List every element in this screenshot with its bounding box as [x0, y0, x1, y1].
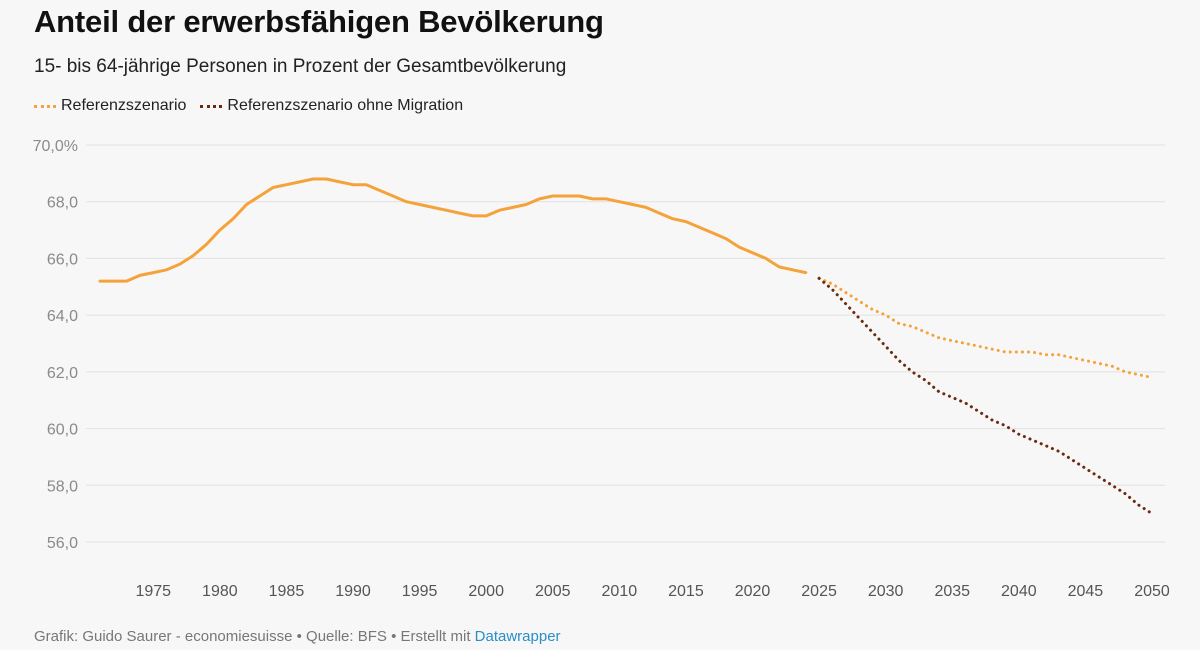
y-tick-label: 58,0: [47, 478, 78, 495]
legend-swatch-referenz: [34, 104, 56, 108]
x-tick-label: 1995: [402, 583, 438, 600]
x-axis: 1975 1980 1985 1990 1995 2000 2005 2010 2015 2020…: [135, 583, 1169, 600]
footer-credits: Grafik: Guido Saurer - economiesuisse • …: [34, 628, 475, 645]
y-tick-label: 64,0: [47, 308, 78, 325]
chart-title: Anteil der erwerbsfähigen Bevölkerung: [34, 4, 604, 39]
legend-swatch-ohne-migration: [200, 104, 223, 108]
x-tick-label: 2045: [1068, 583, 1104, 600]
x-tick-label: 1980: [202, 583, 238, 600]
legend-label-ohne-migration: Referenzszenario ohne Migration: [227, 97, 464, 114]
footer: Grafik: Guido Saurer - economiesuisse • …: [34, 628, 561, 645]
line-referenz-prognose: [817, 276, 1154, 379]
legend: Referenzszenario Referenzszenario ohne M…: [34, 97, 477, 115]
legend-item-ohne-migration[interactable]: Referenzszenario ohne Migration: [200, 97, 463, 115]
x-tick-label: 2035: [934, 583, 970, 600]
y-tick-label: 60,0: [47, 422, 78, 439]
y-tick-label: 62,0: [47, 365, 78, 382]
y-axis: 70,0% 68,0 66,0 64,0 62,0 60,0 58,0 56,0: [33, 138, 78, 552]
y-tick-label: 70,0%: [33, 138, 78, 155]
series-lines: [98, 177, 1154, 516]
y-tick-label: 56,0: [47, 535, 78, 552]
line-ohne-migration: [817, 276, 1154, 516]
x-tick-label: 2000: [468, 583, 504, 600]
x-tick-label: 2025: [801, 583, 837, 600]
x-tick-label: 2015: [668, 583, 704, 600]
chart-subtitle: 15- bis 64-jährige Personen in Prozent d…: [34, 56, 567, 77]
y-tick-label: 68,0: [47, 195, 78, 212]
x-tick-label: 2010: [602, 583, 638, 600]
x-tick-label: 1990: [335, 583, 371, 600]
x-tick-label: 1975: [135, 583, 171, 600]
line-referenz-historisch: [98, 177, 808, 283]
legend-label-referenz: Referenzszenario: [61, 97, 187, 114]
x-tick-label: 2030: [868, 583, 904, 600]
y-tick-label: 66,0: [47, 251, 78, 268]
legend-item-referenz[interactable]: Referenzszenario: [34, 97, 186, 115]
x-tick-label: 2005: [535, 583, 571, 600]
datawrapper-link[interactable]: Datawrapper: [474, 628, 561, 645]
x-tick-label: 2050: [1134, 583, 1170, 600]
x-tick-label: 1985: [269, 583, 305, 600]
x-tick-label: 2040: [1001, 583, 1037, 600]
x-tick-label: 2020: [735, 583, 771, 600]
